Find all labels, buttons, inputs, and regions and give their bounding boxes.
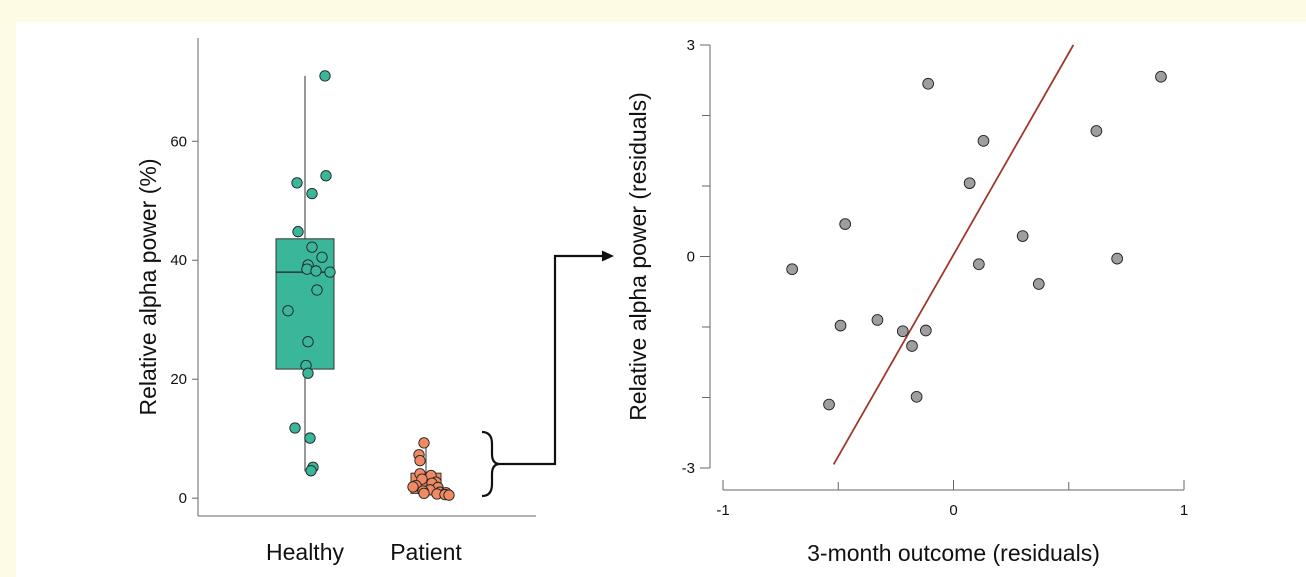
scatter-point [977, 135, 990, 147]
scatter-point [786, 263, 799, 276]
regression-line [832, 44, 1075, 465]
data-point-healthy [306, 241, 318, 253]
scatter-point [1032, 278, 1045, 290]
data-point-healthy [302, 367, 314, 379]
x-axis-title: 3-month outcome (residuals) [807, 540, 1100, 566]
connector [481, 250, 614, 498]
y-tick-label: 0 [179, 490, 187, 507]
data-point-healthy [292, 226, 304, 238]
data-point-healthy [289, 422, 301, 434]
scatter-point [1155, 70, 1167, 83]
arrow-head [602, 250, 614, 262]
scatter-point [906, 340, 918, 352]
data-point-healthy [311, 284, 323, 296]
scatter-point [919, 324, 932, 337]
data-point-healthy [304, 432, 316, 444]
figure-svg: 0 20 40 60 Relative alpha power (%) Healthy Pa… [135, 37, 1188, 566]
y-tick-label: 20 [170, 371, 187, 388]
x-tick-label: 0 [949, 502, 957, 519]
scatter-point [871, 314, 884, 326]
scatter-point [910, 390, 923, 403]
data-point-patient [414, 455, 426, 467]
scatter-point [896, 325, 909, 338]
scatter-point [1111, 252, 1124, 265]
y-tick-label: 40 [170, 252, 187, 269]
scatter-chart: -3 0 3 -1 0 1 3-month outcome (residuals) Relat… [625, 37, 1188, 566]
connector-arrow-line [500, 254, 604, 466]
scatter-point [839, 218, 852, 230]
y-tick-label: 0 [687, 249, 695, 266]
data-point-patient [418, 487, 430, 500]
scatter-point [834, 319, 847, 332]
data-point-healthy [291, 177, 303, 189]
y-tick-label: 3 [687, 37, 695, 54]
data-point-patient [443, 489, 455, 501]
data-point-healthy [319, 70, 331, 82]
data-point-healthy [306, 187, 318, 200]
data-point-healthy [316, 251, 328, 263]
category-label: Healthy [266, 539, 344, 565]
y-tick-label: 60 [170, 133, 187, 150]
curly-brace [481, 430, 501, 498]
scatter-point [1016, 230, 1029, 242]
data-point-healthy [320, 170, 332, 182]
x-tick-label: 1 [1180, 502, 1188, 519]
data-point-healthy [282, 305, 294, 317]
y-axis-title: Relative alpha power (residuals) [625, 92, 651, 421]
y-axis-title: Relative alpha power (%) [135, 159, 161, 416]
data-point-patient [407, 481, 419, 493]
data-point-patient [418, 437, 430, 449]
scatter-point [963, 177, 976, 190]
scatter-point [1090, 125, 1103, 137]
x-tick-label: -1 [716, 502, 729, 519]
box-plot-chart: 0 20 40 60 Relative alpha power (%) Healthy Pa… [135, 38, 536, 565]
scatter-point [973, 258, 985, 271]
y-tick-label: -3 [682, 460, 695, 477]
figure-panel: 0 20 40 60 Relative alpha power (%) Healthy Pa… [16, 22, 1306, 577]
data-point-healthy [324, 266, 336, 278]
category-label: Patient [390, 539, 462, 565]
scatter-point [922, 77, 934, 90]
scatter-point [823, 398, 835, 411]
data-point-healthy [302, 336, 314, 348]
data-point-healthy [305, 465, 317, 477]
data-point-healthy [310, 265, 322, 277]
